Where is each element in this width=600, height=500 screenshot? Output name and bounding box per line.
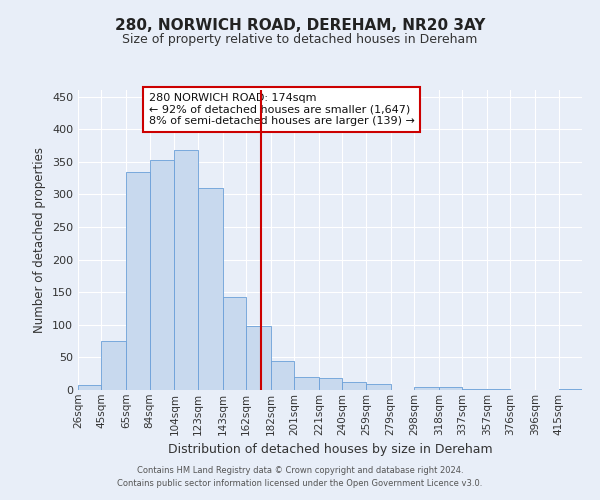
Bar (559, 388, 582, 390)
Bar (439, 388, 462, 390)
Bar (319, 378, 343, 390)
Bar (198, 188, 223, 390)
Bar (149, 160, 175, 390)
Text: 280, NORWICH ROAD, DEREHAM, NR20 3AY: 280, NORWICH ROAD, DEREHAM, NR20 3AY (115, 18, 485, 32)
Bar (462, 388, 487, 390)
Text: Contains HM Land Registry data © Crown copyright and database right 2024.
Contai: Contains HM Land Registry data © Crown c… (118, 466, 482, 487)
Bar (271, 360, 294, 390)
Text: 280 NORWICH ROAD: 174sqm
← 92% of detached houses are smaller (1,647)
8% of semi: 280 NORWICH ROAD: 174sqm ← 92% of detach… (149, 93, 415, 126)
Bar (223, 296, 246, 390)
Bar (366, 384, 391, 390)
Text: Size of property relative to detached houses in Dereham: Size of property relative to detached ho… (122, 32, 478, 46)
Bar (175, 150, 198, 390)
Bar (294, 377, 319, 390)
Bar (126, 172, 149, 390)
Bar (78, 386, 101, 390)
Y-axis label: Number of detached properties: Number of detached properties (34, 147, 46, 333)
Bar (343, 382, 366, 390)
Bar (246, 326, 271, 390)
Bar (101, 341, 126, 390)
X-axis label: Distribution of detached houses by size in Dereham: Distribution of detached houses by size … (167, 443, 493, 456)
Bar (414, 386, 439, 390)
